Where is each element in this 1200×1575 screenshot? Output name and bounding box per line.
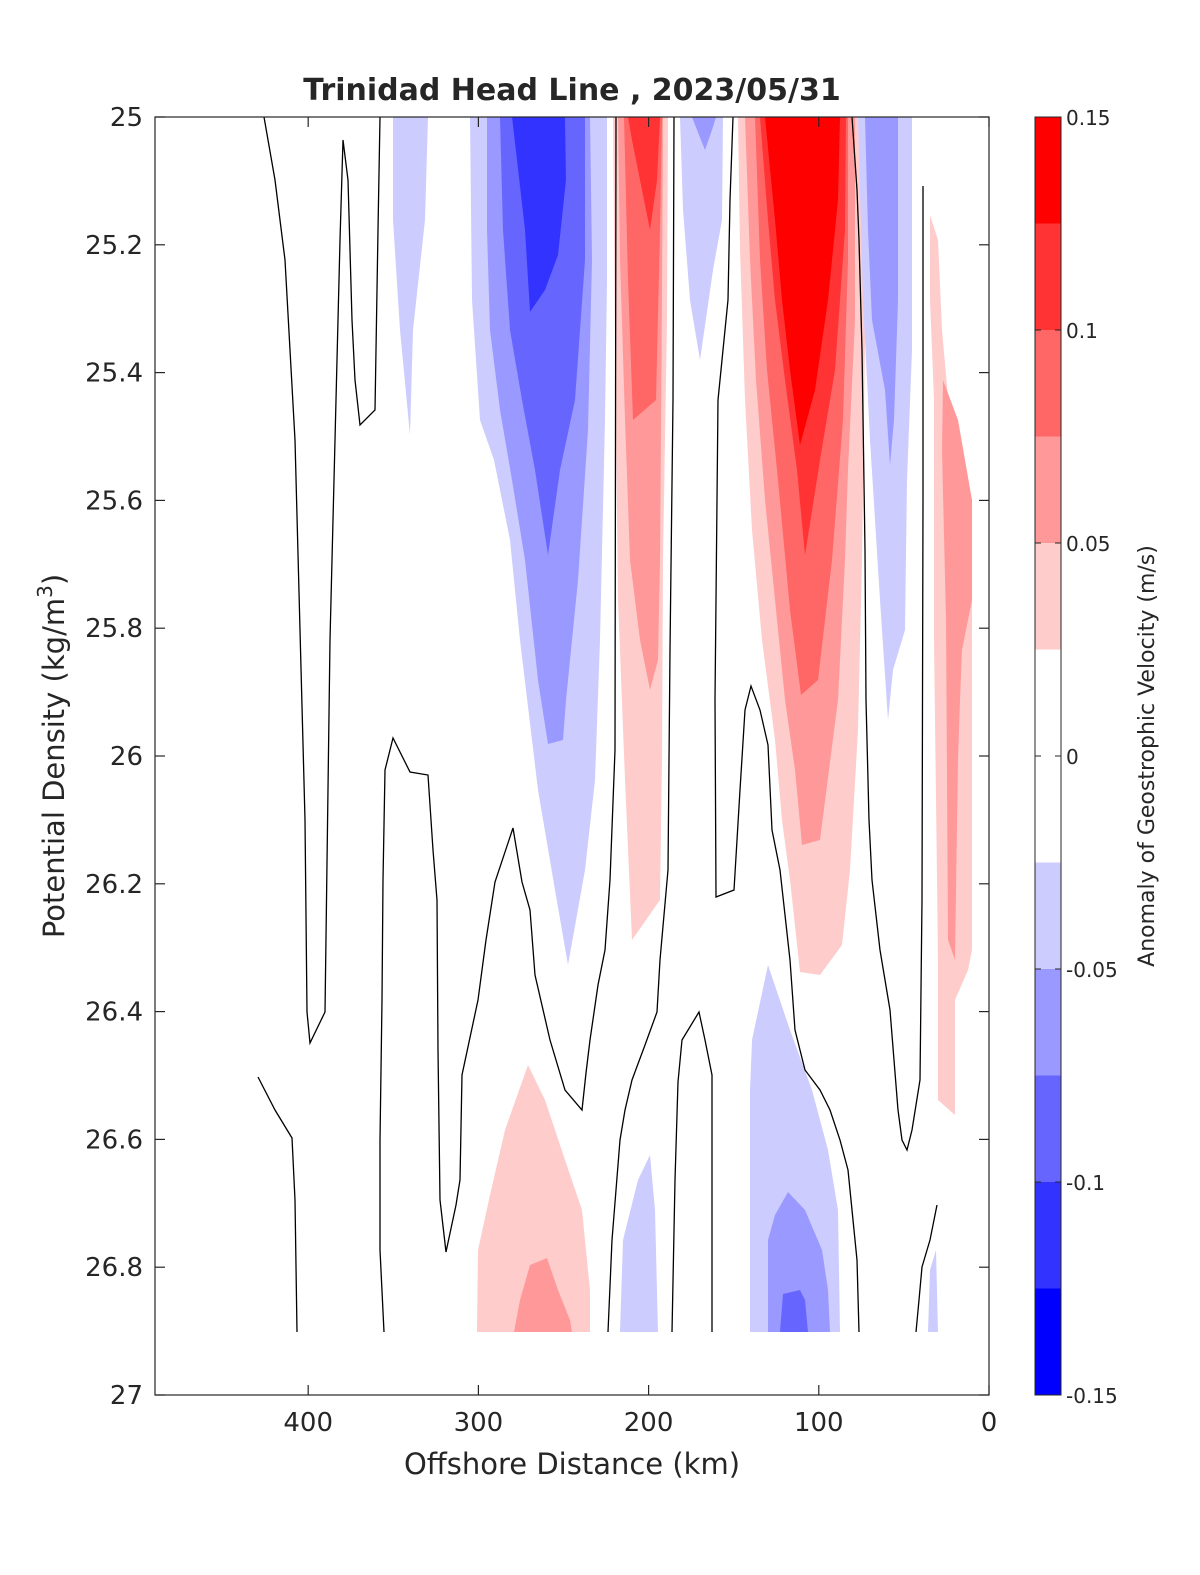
colorbar-tick-label: 0.15 (1066, 106, 1111, 130)
y-tick-label: 26 (110, 742, 143, 772)
y-tick-label: 25.8 (85, 614, 143, 644)
colorbar-segment (1035, 1288, 1061, 1395)
contour-region (514, 1258, 572, 1332)
colorbar-segment (1035, 1075, 1061, 1182)
y-tick-label: 25.6 (85, 486, 143, 516)
x-axis: 400 300 200 100 0 (283, 117, 997, 1438)
contour-region (500, 117, 585, 555)
colorbar-tick-label: 0 (1066, 745, 1079, 769)
zero-contour (257, 1076, 298, 1333)
colorbar (1034, 116, 1062, 1396)
contour-region (393, 117, 428, 435)
zero-contour (714, 117, 860, 1333)
y-axis-label: Potential Density (kg/m3) (33, 574, 71, 938)
colorbar-segment (1035, 862, 1061, 969)
x-tick-label: 200 (624, 1408, 674, 1438)
colorbar-segment (1035, 543, 1061, 650)
contour-region (765, 117, 840, 445)
zero-contour (915, 1204, 938, 1333)
x-tick-label: 0 (981, 1408, 998, 1438)
contour-region (942, 380, 972, 960)
chart-title: Trinidad Head Line , 2023/05/31 (303, 73, 840, 108)
x-tick-label: 300 (454, 1408, 504, 1438)
y-tick-label: 25 (110, 103, 143, 133)
x-tick-label: 400 (283, 1408, 333, 1438)
contour-region (780, 1290, 808, 1332)
y-tick-label: 26.6 (85, 1125, 143, 1155)
y-axis-label-end: ) (37, 574, 71, 585)
colorbar-label: Anomaly of Geostrophic Velocity (m/s) (1135, 545, 1160, 967)
contour-region (477, 1065, 590, 1332)
zero-contour-lines (257, 117, 938, 1333)
y-tick-label: 26.4 (85, 998, 143, 1028)
y-tick-label: 26.2 (85, 870, 143, 900)
contour-region (620, 1155, 658, 1332)
x-tick-label: 100 (794, 1408, 844, 1438)
colorbar-tick-label: -0.15 (1066, 1384, 1118, 1408)
zero-contour (671, 1010, 713, 1333)
colorbar-segment (1035, 1182, 1061, 1289)
zero-contour (379, 117, 617, 1333)
zero-contour (851, 117, 924, 1152)
y-axis-label-main: Potential Density (kg/m (37, 598, 71, 938)
colorbar-segment (1035, 969, 1061, 1076)
contour-region (865, 117, 898, 465)
zero-contour (607, 117, 675, 1333)
colorbar-tick-label: 0.05 (1066, 532, 1111, 556)
colorbar-segment (1035, 117, 1061, 224)
colorbar-tick-label: -0.1 (1066, 1171, 1105, 1195)
y-axis-label-superscript: 3 (33, 585, 57, 598)
contour-region (512, 117, 566, 312)
contour-region (928, 1250, 938, 1332)
colorbar-segment (1035, 330, 1061, 437)
y-axis: 25 25.2 25.4 25.6 25.8 26 26.2 26.4 26.6 26.8 27 (85, 103, 989, 1411)
colorbar-segment (1035, 436, 1061, 543)
contour-fills (393, 117, 972, 1332)
colorbar-tick-label: 0.1 (1066, 319, 1098, 343)
x-axis-label: Offshore Distance (km) (404, 1447, 740, 1481)
colorbar-ticks: 0.15 0.1 0.05 0 -0.05 -0.1 -0.15 (1035, 106, 1118, 1408)
y-tick-label: 25.4 (85, 359, 143, 389)
y-tick-label: 26.8 (85, 1253, 143, 1283)
y-tick-label: 27 (110, 1381, 143, 1411)
contour-region (628, 117, 660, 230)
zero-contour (263, 117, 381, 1046)
contour-region (680, 117, 723, 360)
contour-region (692, 117, 716, 150)
colorbar-segment (1035, 223, 1061, 330)
y-tick-label: 25.2 (85, 231, 143, 261)
colorbar-tick-label: -0.05 (1066, 958, 1118, 982)
